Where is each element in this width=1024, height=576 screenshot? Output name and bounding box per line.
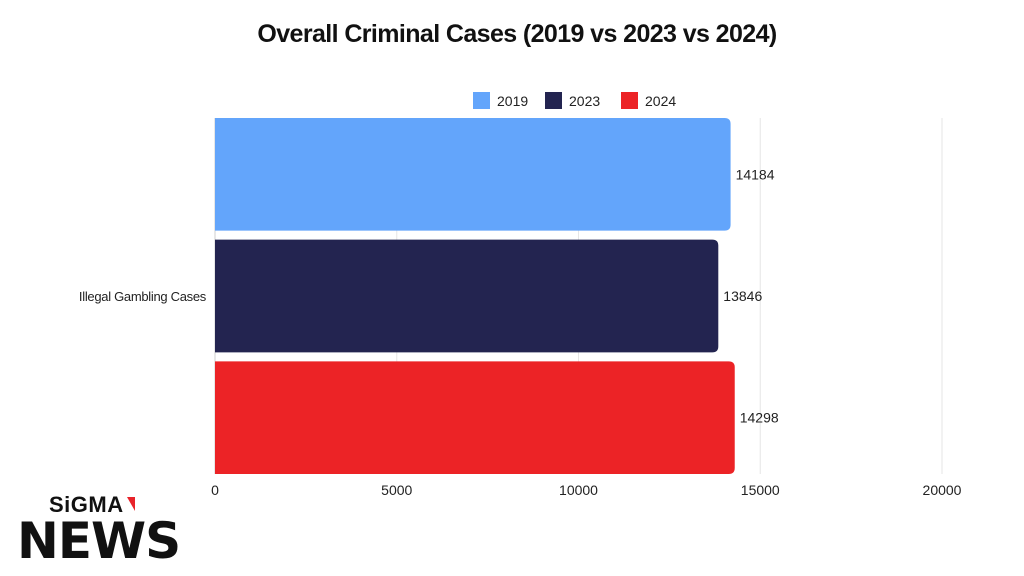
brand-bottom-text: NEWS xyxy=(17,512,181,570)
sigma-news-logo: SiGMA NEWS xyxy=(17,492,181,570)
chart-title: Overall Criminal Cases (2019 vs 2023 vs … xyxy=(257,20,776,48)
x-tick-label: 0 xyxy=(211,482,219,498)
bars xyxy=(215,118,735,474)
legend-swatch-2023 xyxy=(545,92,562,109)
y-axis-categories: Illegal Gambling Cases xyxy=(79,289,207,304)
value-label-2023: 13846 xyxy=(723,288,762,304)
legend-label-2023: 2023 xyxy=(569,93,600,109)
bar-2023 xyxy=(215,239,719,353)
legend-label-2019: 2019 xyxy=(497,93,528,109)
legend-label-2024: 2024 xyxy=(645,93,676,109)
x-tick-label: 15000 xyxy=(741,482,780,498)
x-tick-label: 10000 xyxy=(559,482,598,498)
brand-flag-icon xyxy=(126,497,135,511)
x-axis-ticks: 0 5000 10000 15000 20000 xyxy=(211,482,962,498)
brand-top-text: SiGMA xyxy=(49,492,124,517)
legend-swatch-2019 xyxy=(473,92,490,109)
legend: 2019 2023 2024 xyxy=(473,92,676,109)
value-label-2019: 14184 xyxy=(736,166,775,182)
value-labels: 14184 13846 14298 xyxy=(723,166,779,425)
category-label: Illegal Gambling Cases xyxy=(79,289,207,304)
x-tick-label: 20000 xyxy=(923,482,962,498)
value-label-2024: 14298 xyxy=(740,410,779,426)
bar-2019 xyxy=(215,118,731,231)
brand-top: SiGMA xyxy=(49,492,180,517)
legend-swatch-2024 xyxy=(621,92,638,109)
x-tick-label: 5000 xyxy=(381,482,412,498)
bar-2024 xyxy=(215,361,735,474)
